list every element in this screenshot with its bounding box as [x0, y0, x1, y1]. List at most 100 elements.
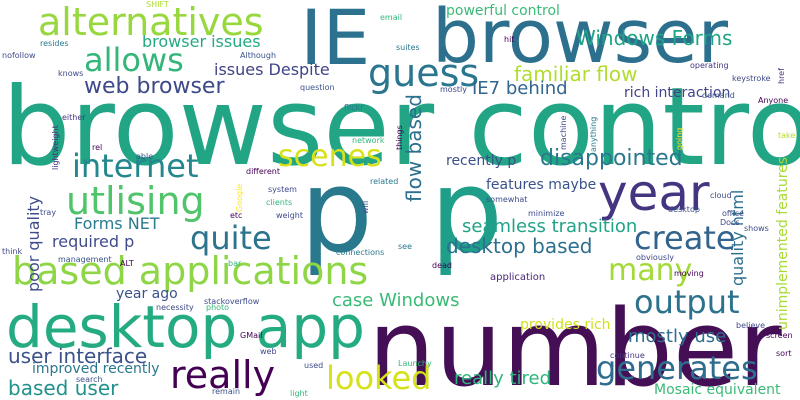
word-many: many	[608, 253, 693, 288]
word-browser: browser	[432, 0, 729, 80]
word-system: system	[268, 185, 297, 194]
word-search: search	[76, 375, 103, 384]
word-keystroke: keystroke	[732, 74, 771, 83]
word-p-2: p	[430, 145, 503, 279]
word-features-maybe: features maybe	[486, 177, 597, 193]
word-application: application	[490, 272, 546, 283]
word-flow-based: flow based	[402, 94, 426, 202]
word-internet: internet	[72, 147, 199, 185]
word-generates: generates	[596, 349, 758, 387]
word-rich-interaction: rich interaction	[624, 85, 731, 101]
word-shift: SHIFT	[146, 0, 169, 9]
word-related: related	[370, 177, 399, 186]
word-output: output	[634, 283, 740, 321]
word-seamless-transition: seamless transition	[462, 216, 638, 237]
word-launchy: Launchy	[398, 359, 432, 368]
word-gmail: GMail	[240, 331, 263, 340]
word-mosaic-equivalent: Mosaic equivalent	[654, 382, 781, 398]
word-things: things	[395, 125, 404, 150]
word-desktop: desktop	[668, 205, 700, 214]
word-hit: hit	[504, 35, 515, 44]
word-based-user: based user	[8, 376, 119, 400]
word-network: network	[352, 136, 385, 145]
word-docs: Docs	[720, 218, 740, 227]
word-email: email	[380, 13, 403, 22]
word-weight: weight	[276, 211, 303, 220]
word-ie7-behind: IE7 behind	[472, 78, 568, 99]
word-sort: sort	[776, 349, 792, 358]
word-allows: allows	[84, 41, 184, 79]
word-necessity: necessity	[156, 303, 194, 312]
word-anyone: Anyone	[758, 96, 789, 105]
word-clients: clients	[266, 198, 293, 207]
word-ie: IE	[300, 0, 371, 82]
word-looked: looked	[326, 359, 432, 397]
word-somewhat: somewhat	[486, 195, 528, 204]
word-quite: quite	[190, 219, 272, 257]
word-able: able	[136, 152, 154, 161]
word-knows: knows	[58, 69, 84, 78]
word-disappointed: disappointed	[540, 146, 683, 171]
word-etc: etc	[230, 211, 243, 220]
word-nofollow: nofollow	[2, 51, 36, 60]
word-different: different	[246, 167, 280, 176]
word-connections: connections	[336, 248, 385, 257]
word-machine: machine	[559, 115, 568, 150]
word-quality-html: quality html	[728, 189, 747, 286]
word-management: management	[58, 255, 112, 264]
word-forms-net: Forms NET	[74, 214, 160, 233]
word-browser-issues: browser issues	[142, 32, 261, 51]
word-based-applications: based applications	[12, 249, 369, 293]
word-operating: operating	[690, 61, 729, 70]
word-browser-control: browser control	[2, 65, 800, 190]
word-mostly-use: mostly use	[628, 326, 727, 347]
word-moving: moving	[674, 269, 704, 278]
word-mostly: mostly	[440, 85, 467, 94]
word-user-interface: user interface	[8, 344, 148, 368]
word-recently-p: recently p	[446, 153, 517, 169]
word-screen: screen	[766, 331, 793, 340]
word-case-windows: case Windows	[332, 290, 460, 311]
word-really: really	[170, 353, 276, 397]
word-stackoverflow: stackoverflow	[204, 297, 260, 306]
word-photo: photo	[206, 303, 230, 312]
word-desktop-based: desktop based	[446, 234, 593, 258]
word-google: Google	[235, 183, 244, 212]
word-really-tired: really tired	[454, 368, 552, 389]
word-improved-recently: improved recently	[32, 361, 160, 377]
word-believe: believe	[736, 321, 766, 330]
word-question: question	[300, 83, 335, 92]
word-required-p: required p	[52, 232, 135, 251]
word-familiar-flow: familiar flow	[514, 62, 638, 86]
word-guess: guess	[368, 51, 480, 95]
word-powerful-control: powerful control	[446, 3, 560, 19]
word-going: going	[675, 127, 684, 150]
word-windows-forms: Windows Forms	[576, 26, 733, 50]
word-lightweight: lightweight	[51, 125, 60, 170]
word-continue: continue	[610, 351, 645, 360]
word-resides: resides	[40, 39, 69, 48]
word-provides-rich: provides rich	[520, 317, 611, 333]
word-scenes: scenes	[278, 139, 382, 174]
word-office: office	[722, 209, 744, 218]
word-dead: dead	[432, 261, 452, 270]
word-p-1: p	[300, 145, 373, 279]
word-year-ago: year ago	[116, 286, 178, 302]
word-anything: anything	[589, 116, 598, 152]
word-tray: tray	[40, 208, 57, 217]
word-cloud: cloud	[710, 191, 732, 200]
word-unimplemented-features: unimplemented features	[775, 156, 791, 330]
word-year: year	[598, 164, 710, 222]
word-suites: suites	[396, 43, 420, 52]
word-although: Although	[240, 51, 277, 60]
word-light: light	[290, 389, 308, 398]
word-will: will	[361, 200, 370, 214]
word-alternatives: alternatives	[38, 0, 264, 44]
word-shows: shows	[744, 224, 769, 233]
word-take: take	[778, 131, 796, 140]
word-demand: demand	[702, 91, 735, 100]
word-number: number	[368, 287, 782, 400]
word-issues-despite: issues Despite	[214, 60, 330, 79]
word-think: think	[2, 247, 23, 256]
word-web: web	[260, 347, 277, 356]
